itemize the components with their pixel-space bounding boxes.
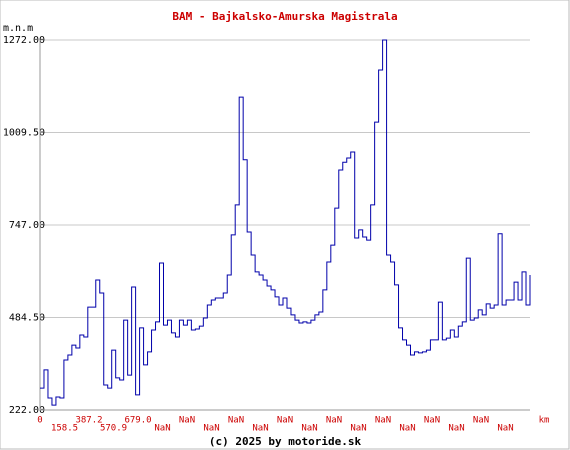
x-tick-label: NaN xyxy=(277,416,293,426)
x-unit: km xyxy=(539,416,550,426)
x-tick-label: NaN xyxy=(448,424,464,434)
x-tick-label: NaN xyxy=(375,416,391,426)
x-tick-label: NaN xyxy=(424,416,440,426)
x-tick-label: 679.0 xyxy=(124,416,151,426)
x-tick-label: NaN xyxy=(350,424,366,434)
x-tick-label: NaN xyxy=(473,416,489,426)
chart-title: BAM - Bajkalsko-Amurska Magistrala xyxy=(172,10,397,23)
x-tick-label: NaN xyxy=(497,424,513,434)
x-tick-label: 0 xyxy=(37,416,42,426)
x-tick-label: 387.2 xyxy=(75,416,102,426)
elevation-line xyxy=(40,39,531,406)
y-tick-label: 1009.50 xyxy=(3,128,45,139)
x-tick-label: 570.9 xyxy=(100,424,127,434)
x-tick-label: NaN xyxy=(252,424,268,434)
x-tick-label: NaN xyxy=(154,424,170,434)
y-tick-label: 747.00 xyxy=(9,220,45,231)
x-tick-label: NaN xyxy=(203,424,219,434)
x-tick-label: NaN xyxy=(301,424,317,434)
y-tick-label: 484.50 xyxy=(9,313,45,324)
y-tick-label: 1272.00 xyxy=(3,35,45,46)
footer: (c) 2025 by motoride.sk xyxy=(209,435,362,448)
x-tick-label: NaN xyxy=(326,416,342,426)
y-axis-label: m.n.m xyxy=(3,23,33,34)
x-tick-label: NaN xyxy=(179,416,195,426)
x-tick-label: NaN xyxy=(399,424,415,434)
x-tick-label: 158.5 xyxy=(51,424,78,434)
y-tick-label: 222.00 xyxy=(9,405,45,416)
x-tick-label: NaN xyxy=(228,416,244,426)
